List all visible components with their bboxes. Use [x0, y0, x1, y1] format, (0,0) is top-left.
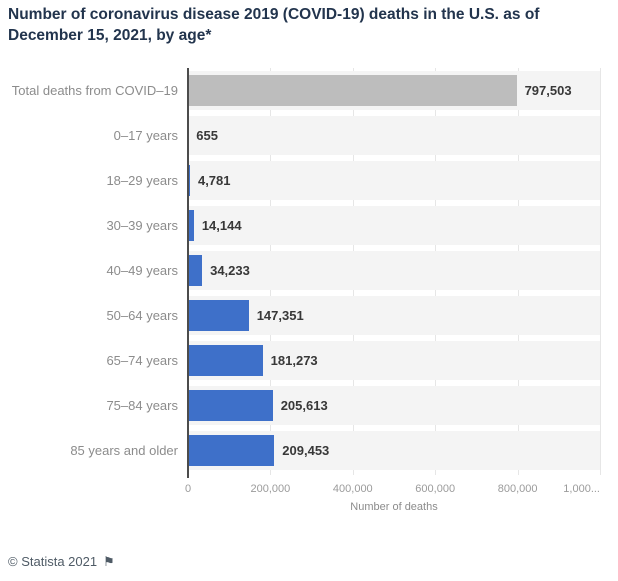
value-label: 209,453	[282, 443, 330, 458]
category-label: 65–74 years	[106, 353, 178, 368]
category-label: 18–29 years	[106, 173, 178, 188]
value-label: 797,503	[524, 83, 572, 98]
bar[interactable]	[188, 300, 249, 331]
value-label: 34,233	[210, 263, 250, 278]
footer: © Statista 2021 ⚑	[8, 554, 115, 569]
y-axis-line	[187, 68, 189, 478]
category-label: Total deaths from COVID–19	[11, 83, 178, 98]
value-label: 655	[196, 128, 218, 143]
bar[interactable]	[188, 210, 194, 241]
value-label: 147,351	[256, 308, 304, 323]
row-stripe	[188, 296, 600, 335]
x-tick-label: 200,000	[250, 483, 291, 495]
x-tick-label: 600,000	[415, 483, 456, 495]
bar[interactable]	[188, 255, 203, 286]
row-stripe	[188, 116, 600, 155]
flag-icon: ⚑	[103, 554, 115, 569]
x-tick-label: 800,000	[497, 483, 538, 495]
row-stripe	[188, 161, 600, 200]
category-label: 75–84 years	[106, 398, 178, 413]
x-axis-title: Number of deaths	[350, 501, 438, 513]
chart-title: Number of coronavirus disease 2019 (COVI…	[8, 6, 540, 44]
category-label: 85 years and older	[70, 443, 178, 458]
value-label: 4,781	[197, 173, 231, 188]
copyright-text: © Statista 2021	[8, 554, 98, 569]
x-tick-label: 0	[184, 483, 192, 495]
category-label: 40–49 years	[106, 263, 178, 278]
category-label: 30–39 years	[106, 218, 178, 233]
row-stripe	[188, 251, 600, 290]
bar[interactable]	[188, 390, 273, 421]
category-label: 50–64 years	[106, 308, 178, 323]
category-label: 0–17 years	[113, 128, 178, 143]
gridline	[600, 68, 601, 475]
value-label: 205,613	[280, 398, 328, 413]
row-stripe	[188, 206, 600, 245]
x-tick-label: 1,000...	[563, 483, 600, 495]
bar[interactable]	[188, 75, 517, 106]
bar[interactable]	[188, 435, 275, 466]
bar[interactable]	[188, 345, 263, 376]
value-label: 181,273	[270, 353, 318, 368]
value-label: 14,144	[201, 218, 242, 233]
x-tick-label: 400,000	[332, 483, 373, 495]
